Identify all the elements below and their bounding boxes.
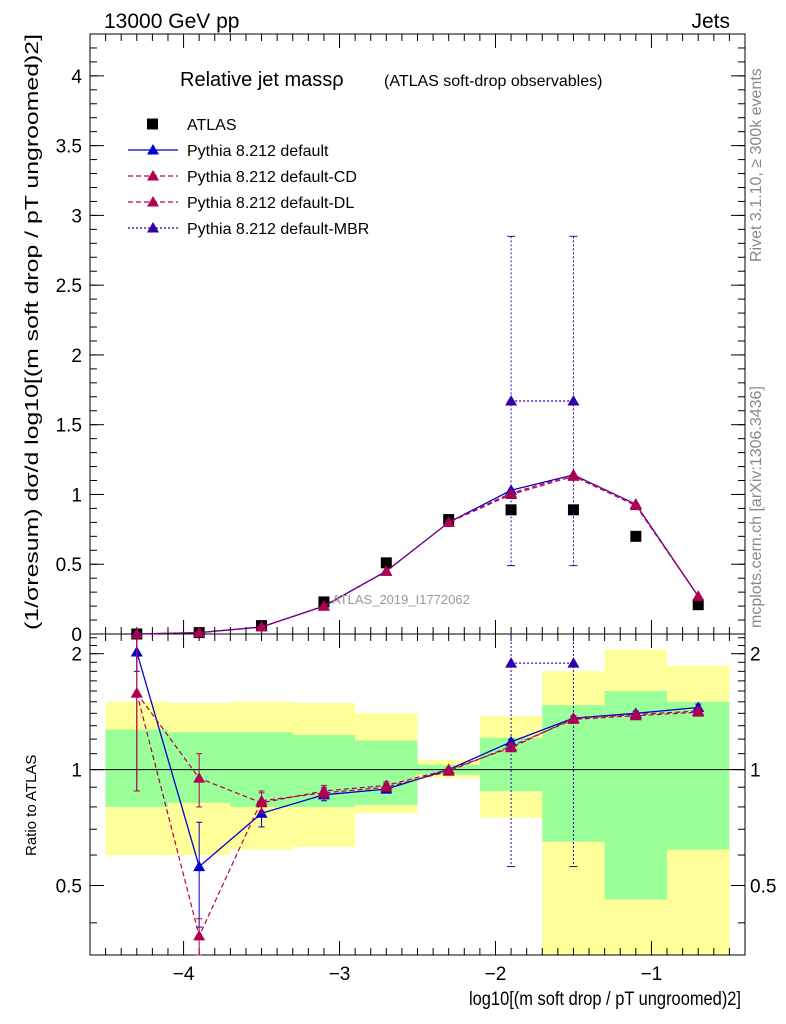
main-ytick-label: 4: [71, 67, 82, 88]
xtick-label: −4: [173, 964, 195, 985]
main-ytick-label: 3.5: [56, 137, 82, 158]
header-right: Jets: [691, 10, 730, 33]
main-title: Relative jet massρ: [180, 69, 344, 91]
main-mc-3-line: [136, 474, 699, 635]
watermark: ATLAS_2019_I1772062: [332, 592, 470, 607]
main-ytick-label: 1.5: [56, 416, 82, 437]
mcplots-label: mcplots.cern.ch [arXiv:1306.3436]: [748, 386, 765, 628]
xtick-label: −3: [329, 964, 351, 985]
ratio-mc-1-line: [136, 692, 699, 938]
main-ytick-label: 2: [71, 346, 82, 367]
header-left: 13000 GeV pp: [104, 10, 239, 33]
main-mc-3-point: [193, 626, 206, 638]
legend-marker: [147, 222, 159, 233]
main-mc-3-point: [692, 590, 705, 601]
ratio-ytick-label-right: 0.5: [750, 877, 776, 898]
legend-label: Pythia 8.212 default-CD: [187, 169, 357, 186]
main-ylabel: (1/σresum) dσ/d log10[(m soft drop / pT …: [22, 34, 42, 630]
legend-marker: [147, 170, 159, 181]
main-ytick-label: 0.5: [56, 555, 82, 576]
legend-marker-atlas: [147, 118, 158, 130]
main-subtitle: (ATLAS soft-drop observables): [384, 73, 602, 90]
ratio-ylabel: Ratio to ATLAS: [23, 755, 40, 856]
main-ytick-label: 0: [71, 625, 82, 646]
rivet-label: Rivet 3.1.10, ≥ 300k events: [748, 68, 765, 262]
atlas-point: [692, 599, 704, 611]
band-green-bin: [667, 701, 730, 850]
main-mbr-point: [505, 394, 518, 406]
atlas-point: [380, 557, 392, 569]
main-mc-3-point: [255, 621, 268, 632]
legend: ATLAS Pythia 8.212 default Pythia 8.212 de…: [128, 117, 369, 238]
axes: 0 0.5 1 1.5 2 2.5 3 3.5 4 0.5 0.5 1 1 2 2 −4 −3 −2 −1: [56, 33, 776, 985]
ratio-xlabel: log10[(m soft drop / pT ungroomed)2]: [469, 989, 741, 1010]
band-green-bin: [604, 691, 668, 900]
main-mc-2-line: [136, 475, 699, 635]
legend-marker: [147, 144, 159, 155]
band-green-bin: [355, 740, 418, 805]
ratio-ytick-label-right: 1: [750, 761, 761, 782]
atlas-point: [630, 530, 642, 542]
band-green-bin: [542, 705, 605, 842]
main-mc-3-point: [629, 498, 642, 509]
main-mc-3-point: [505, 487, 518, 498]
ratio-mc-2-line: [136, 692, 699, 804]
ratio-ytick-label: 0.5: [56, 877, 82, 898]
legend-label: Pythia 8.212 default-DL: [187, 195, 354, 212]
main-mc-3-point: [130, 628, 143, 639]
main-mc-3-point: [380, 565, 393, 576]
main-mbr-point: [567, 394, 580, 406]
main-mc-3-point: [442, 516, 455, 527]
ratio-ytick-label: 2: [71, 645, 82, 666]
xtick-label: −2: [485, 964, 507, 985]
legend-label: Pythia 8.212 default-MBR: [187, 221, 369, 238]
main-ytick-label: 1: [71, 485, 82, 506]
main-mc-3-point: [317, 600, 330, 611]
ratio-ytick-label-right: 2: [750, 645, 761, 666]
ratio-ytick-label: 1: [71, 761, 82, 782]
series-marks: [130, 235, 705, 956]
main-mc-1-line: [136, 474, 699, 635]
legend-label: Pythia 8.212 default: [187, 143, 329, 160]
legend-label: ATLAS: [187, 117, 237, 134]
legend-marker: [147, 196, 159, 207]
main-ytick-label: 3: [71, 206, 82, 227]
xtick-label: −1: [641, 964, 663, 985]
main-ytick-label: 2.5: [56, 276, 82, 297]
